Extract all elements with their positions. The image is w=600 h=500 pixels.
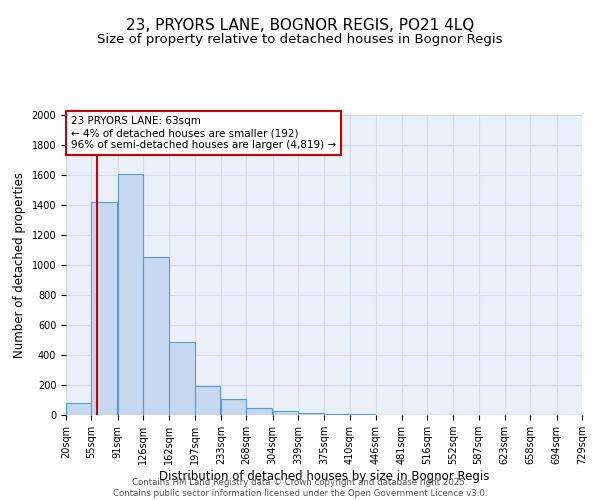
- Bar: [118, 174, 143, 415]
- Text: Contains HM Land Registry data © Crown copyright and database right 2025.
Contai: Contains HM Land Registry data © Crown c…: [113, 478, 487, 498]
- Bar: [350, 414, 376, 415]
- Bar: [298, 413, 323, 415]
- Text: 23, PRYORS LANE, BOGNOR REGIS, PO21 4LQ: 23, PRYORS LANE, BOGNOR REGIS, PO21 4LQ: [126, 18, 474, 32]
- Bar: [169, 342, 195, 415]
- Bar: [66, 403, 91, 415]
- Bar: [91, 202, 117, 415]
- Bar: [247, 408, 272, 415]
- Text: 23 PRYORS LANE: 63sqm
← 4% of detached houses are smaller (192)
96% of semi-deta: 23 PRYORS LANE: 63sqm ← 4% of detached h…: [71, 116, 336, 150]
- Bar: [221, 398, 247, 415]
- Bar: [143, 257, 169, 415]
- Bar: [325, 414, 350, 415]
- X-axis label: Distribution of detached houses by size in Bognor Regis: Distribution of detached houses by size …: [159, 470, 489, 483]
- Bar: [195, 386, 220, 415]
- Y-axis label: Number of detached properties: Number of detached properties: [13, 172, 26, 358]
- Text: Size of property relative to detached houses in Bognor Regis: Size of property relative to detached ho…: [97, 32, 503, 46]
- Bar: [272, 410, 298, 415]
